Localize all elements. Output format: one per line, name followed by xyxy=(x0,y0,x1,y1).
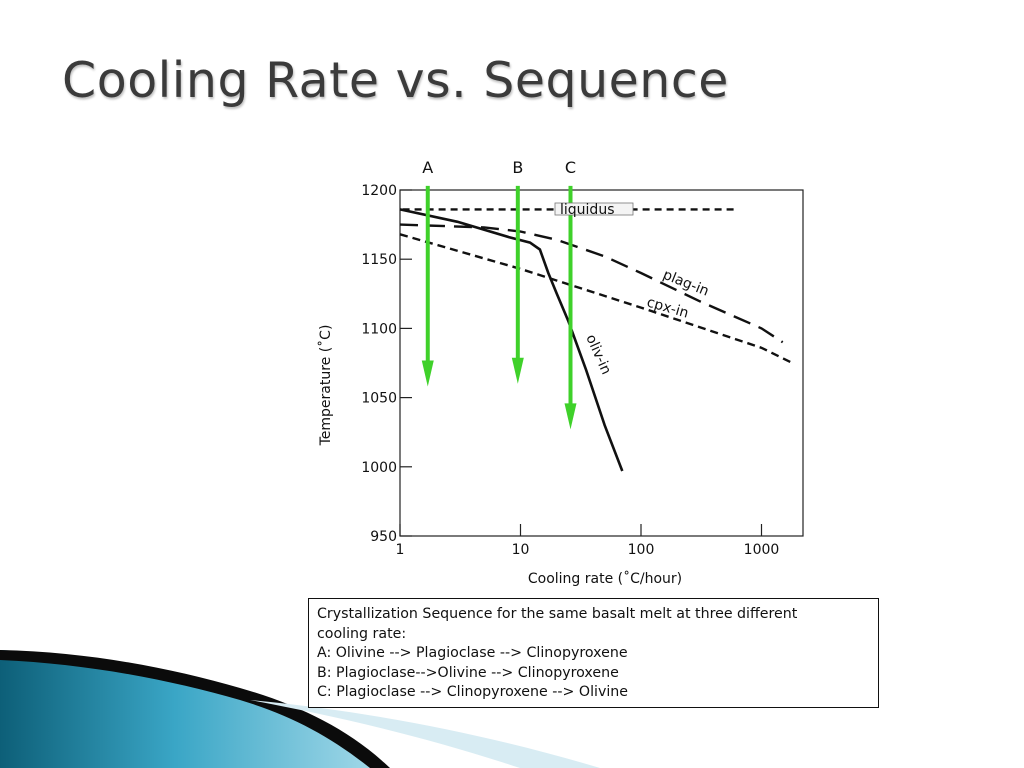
y-tick-label: 1050 xyxy=(361,391,397,407)
caption-line: Crystallization Sequence for the same ba… xyxy=(317,606,798,622)
arrow-head-C xyxy=(564,403,577,430)
y-tick-label: 1000 xyxy=(361,460,397,476)
liquidus-label-box xyxy=(554,202,634,216)
plot-frame xyxy=(399,189,804,537)
series-label-liquidus: liquidus xyxy=(560,202,614,218)
arrow-head-A xyxy=(421,360,434,387)
caption-box: Crystallization Sequence for the same ba… xyxy=(308,598,879,708)
y-tick-label: 1150 xyxy=(361,252,397,268)
series-line-cpx-in xyxy=(399,233,793,365)
x-tick-label: 1 xyxy=(396,542,405,558)
slide-title: Cooling Rate vs. Sequence xyxy=(62,52,729,109)
x-tick-label: 10 xyxy=(512,542,530,558)
y-tick-label: 950 xyxy=(370,529,397,545)
y-tick-label: 1200 xyxy=(361,183,397,199)
y-axis-label: Temperature (˚C) xyxy=(317,325,334,447)
arrow-head-B xyxy=(511,357,524,384)
x-tick-label: 1000 xyxy=(744,542,780,558)
caption-line: B: Plagioclase-->Olivine --> Clinopyroxe… xyxy=(317,664,619,681)
series-line-plag-in xyxy=(399,223,784,344)
caption-line: cooling rate: xyxy=(317,625,407,642)
caption-line: A: Olivine --> Plagioclase --> Clinopyro… xyxy=(317,645,628,662)
arrow-label-A: A xyxy=(422,158,433,177)
arrow-label-C: C xyxy=(565,158,576,177)
series-line-oliv-in xyxy=(399,208,624,472)
x-axis-label: Cooling rate (˚C/hour) xyxy=(528,570,682,587)
caption-line: C: Plagioclase --> Clinopyroxene --> Oli… xyxy=(317,684,629,701)
x-tick-label: 100 xyxy=(628,542,655,558)
arrow-label-B: B xyxy=(512,158,523,177)
y-tick-label: 1100 xyxy=(361,321,397,337)
